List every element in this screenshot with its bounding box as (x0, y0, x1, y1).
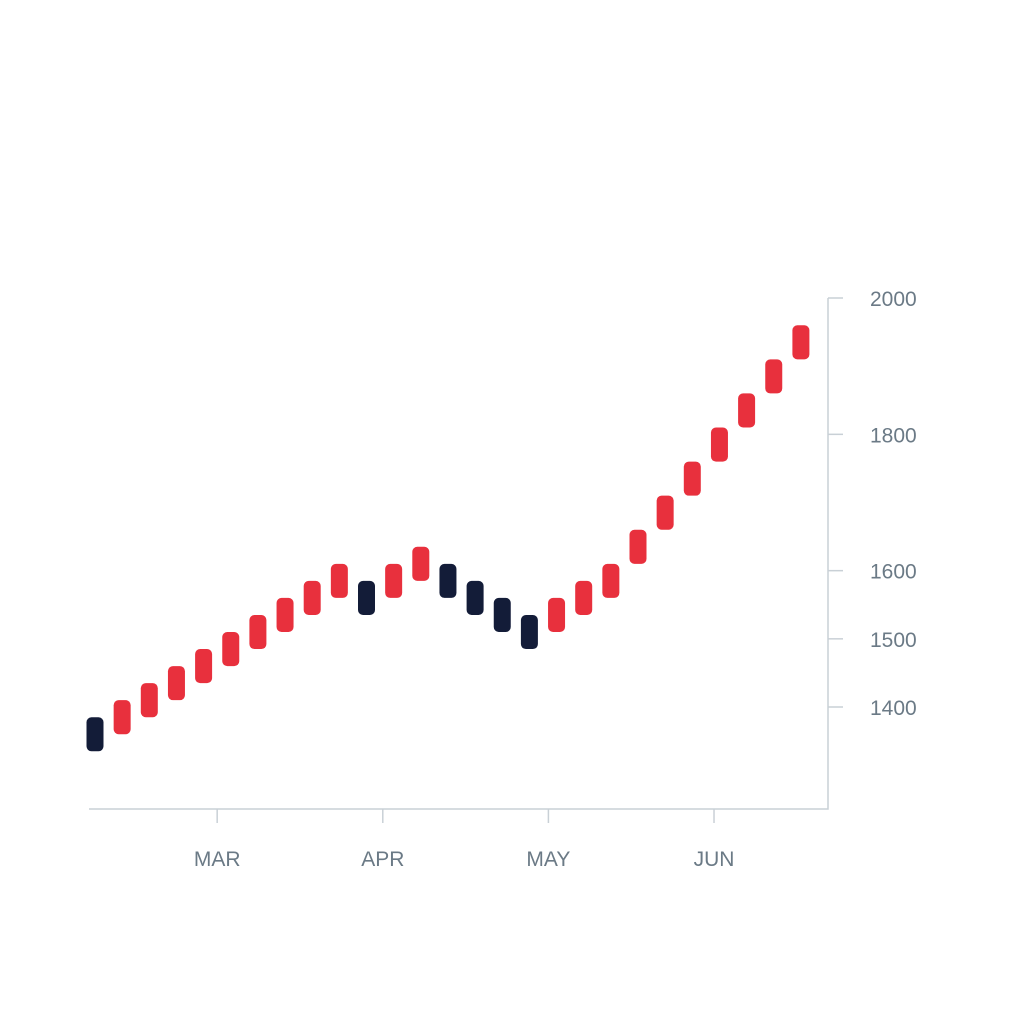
renko-brick-14 (466, 580, 484, 615)
axis-frame (89, 298, 829, 810)
renko-brick-2 (140, 683, 158, 718)
x-tick-label-mar: MAR (194, 848, 241, 871)
y-tick-label-1400: 1400 (870, 697, 917, 720)
renko-brick-21 (656, 495, 674, 530)
renko-brick-3 (167, 666, 185, 701)
renko-brick-11 (385, 563, 403, 598)
renko-brick-13 (439, 563, 457, 598)
renko-brick-25 (765, 359, 783, 394)
renko-brick-5 (222, 632, 240, 667)
renko-brick-12 (412, 546, 430, 581)
renko-brick-15 (493, 597, 511, 633)
renko-brick-9 (330, 563, 348, 598)
y-tick-label-1600: 1600 (870, 561, 917, 584)
renko-brick-4 (195, 649, 213, 684)
renko-brick-22 (683, 461, 701, 496)
y-axis: 1400 1500 1600 1800 2000 (828, 288, 917, 720)
renko-brick-1 (113, 700, 131, 735)
x-tick-label-jun: JUN (694, 848, 735, 871)
renko-brick-24 (738, 393, 756, 428)
renko-brick-23 (710, 427, 728, 462)
renko-brick-8 (303, 580, 321, 615)
bricks-layer (86, 325, 810, 752)
renko-brick-19 (602, 563, 620, 598)
x-tick-label-may: MAY (526, 848, 570, 871)
x-axis: MAR APR MAY JUN (194, 809, 735, 871)
y-tick-label-1500: 1500 (870, 629, 917, 652)
renko-brick-17 (548, 597, 566, 633)
renko-brick-7 (276, 597, 294, 633)
renko-brick-16 (520, 614, 538, 650)
y-tick-label-1800: 1800 (870, 424, 917, 447)
renko-brick-26 (792, 325, 810, 360)
x-tick-label-apr: APR (361, 848, 404, 871)
renko-brick-18 (575, 580, 593, 615)
renko-brick-6 (249, 614, 267, 650)
y-tick-label-2000: 2000 (870, 288, 917, 311)
renko-brick-0 (86, 717, 104, 752)
renko-brick-20 (629, 529, 647, 564)
renko-brick-10 (358, 580, 375, 615)
